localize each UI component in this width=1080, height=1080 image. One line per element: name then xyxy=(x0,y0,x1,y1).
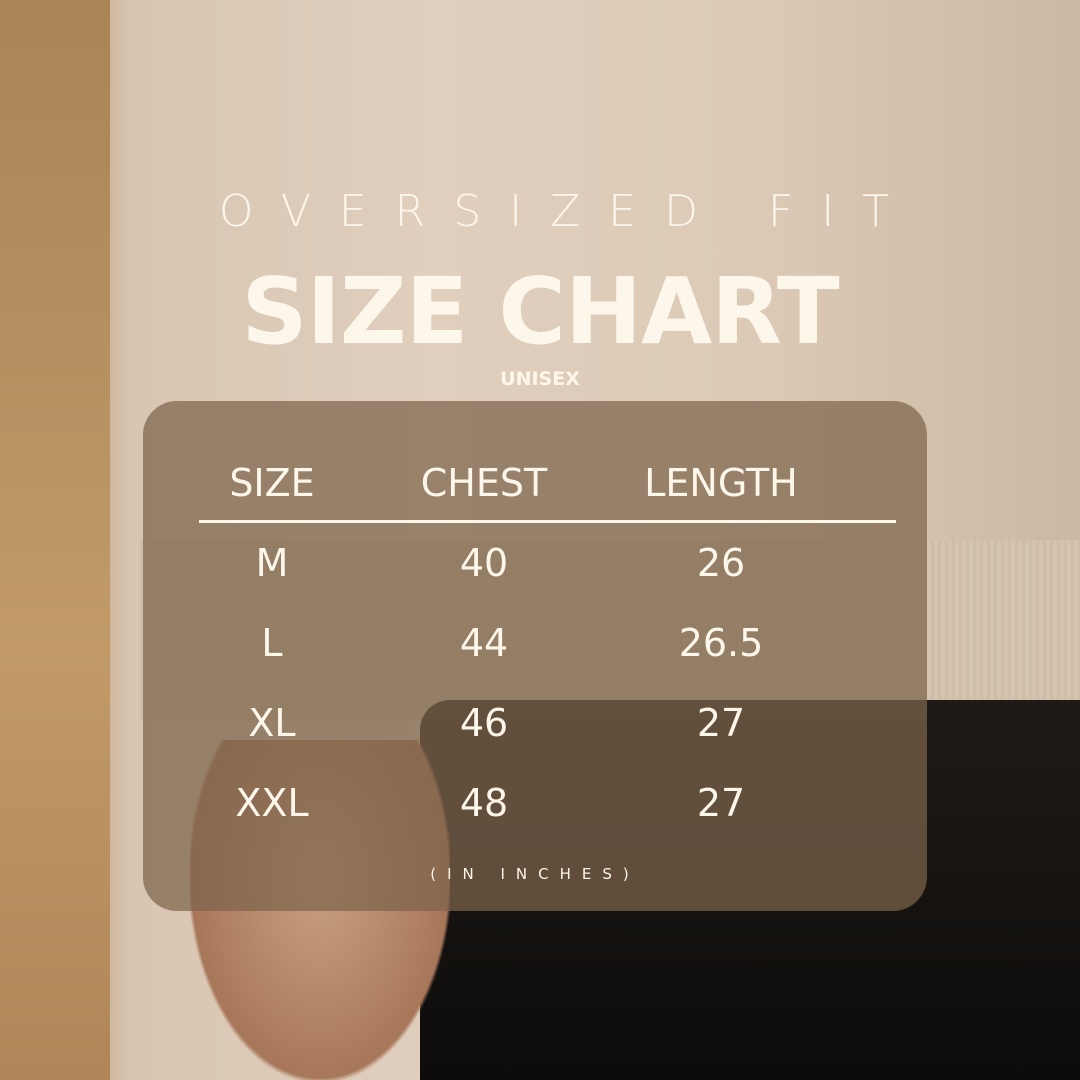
units-note: (IN INCHES) xyxy=(430,865,640,883)
header-size: SIZE xyxy=(229,461,315,505)
cell-size: M xyxy=(255,541,289,585)
cell-size: XL xyxy=(248,701,296,745)
cell-chest: 48 xyxy=(459,781,509,825)
cell-length: 27 xyxy=(696,701,746,745)
cell-chest: 46 xyxy=(459,701,509,745)
cell-size: XXL xyxy=(235,781,309,825)
page-title: SIZE CHART xyxy=(241,258,839,365)
cell-length: 26 xyxy=(696,541,746,585)
subtitle: OVERSIZED FIT xyxy=(218,186,918,237)
tagline: UNISEX xyxy=(500,368,580,390)
size-table-panel: SIZE CHEST LENGTH M 40 26 L 44 26.5 XL 46 27 XXL 4… xyxy=(143,401,927,911)
header-chest: CHEST xyxy=(420,461,548,505)
cell-length: 26.5 xyxy=(678,621,764,665)
header-divider xyxy=(199,520,896,523)
cell-size: L xyxy=(261,621,283,665)
cell-chest: 44 xyxy=(459,621,509,665)
background-wall xyxy=(0,0,110,1080)
cell-length: 27 xyxy=(696,781,746,825)
header-length: LENGTH xyxy=(644,461,798,505)
cell-chest: 40 xyxy=(459,541,509,585)
